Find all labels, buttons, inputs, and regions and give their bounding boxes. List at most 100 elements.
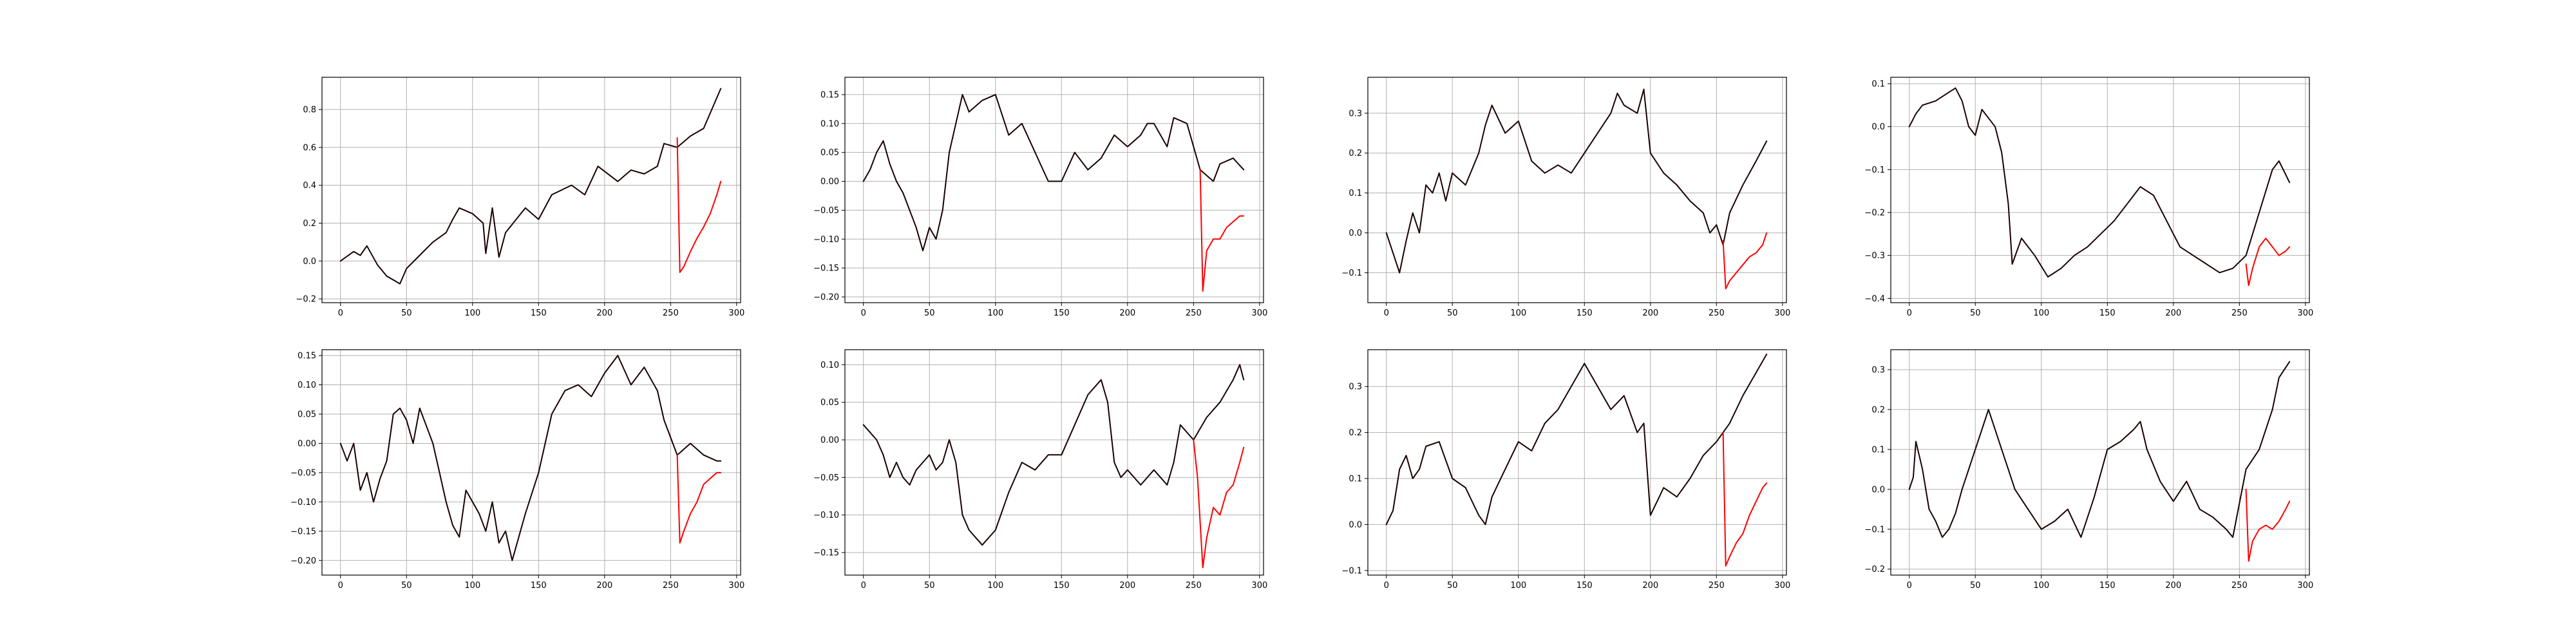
x-tick-label: 50 bbox=[924, 308, 935, 318]
y-tick-label: 0.05 bbox=[820, 148, 839, 158]
forecast-line bbox=[676, 137, 722, 273]
subplot-5: 0 50 100 150 200 250 300 −0.20 −0.15 −0.10 −0.05 0.… bbox=[290, 349, 744, 591]
x-tick-label: 250 bbox=[1186, 308, 1202, 318]
x-tick-label: 0 bbox=[1907, 581, 1912, 591]
x-tick-label: 200 bbox=[1642, 308, 1658, 318]
forecast-line bbox=[676, 454, 722, 544]
x-tick-label: 50 bbox=[924, 581, 935, 591]
history-line bbox=[1385, 354, 1768, 526]
y-tick-label: 0.2 bbox=[1871, 405, 1885, 415]
x-tick-label: 150 bbox=[1054, 581, 1070, 591]
x-tick-label: 50 bbox=[1447, 581, 1458, 591]
grid bbox=[322, 350, 741, 575]
x-tick-label: 0 bbox=[861, 308, 866, 318]
y-tick-label: 0.6 bbox=[303, 143, 316, 153]
x-tick-label: 250 bbox=[2231, 308, 2248, 318]
y-tick-label: −0.2 bbox=[1864, 209, 1885, 218]
x-tick-label: 300 bbox=[1251, 581, 1267, 591]
y-tick-label: −0.2 bbox=[1864, 565, 1885, 574]
x-tick-label: 250 bbox=[1709, 581, 1725, 591]
grid bbox=[1368, 350, 1786, 575]
y-tick-label: 0.05 bbox=[298, 410, 316, 420]
subplot-7: 0 50 100 150 200 250 300 −0.1 0.0 0.1 0.2 0.3 bbox=[1341, 349, 1790, 591]
x-tick-label: 200 bbox=[2165, 308, 2181, 318]
y-tick-label: −0.10 bbox=[813, 511, 839, 520]
grid bbox=[1891, 77, 2309, 303]
y-tick-label: −0.05 bbox=[813, 206, 839, 216]
y-tick-label: −0.2 bbox=[296, 295, 316, 305]
y-tick-label: −0.1 bbox=[1864, 166, 1885, 175]
axes-frame bbox=[844, 349, 1264, 576]
y-tick-label: 0.15 bbox=[298, 352, 316, 361]
x-tick-label: 150 bbox=[2099, 308, 2116, 318]
x-tick-label: 100 bbox=[464, 308, 480, 318]
y-tick-label: 0.2 bbox=[1349, 149, 1362, 158]
y-tick-label: −0.05 bbox=[290, 468, 316, 478]
history-line bbox=[339, 355, 722, 562]
y-tick-label: 0.00 bbox=[820, 436, 839, 446]
x-tick-label: 300 bbox=[728, 308, 744, 318]
x-tick-label: 50 bbox=[1447, 308, 1458, 318]
x-tick-label: 100 bbox=[2033, 308, 2049, 318]
x-tick-label: 0 bbox=[1384, 581, 1389, 591]
x-tick-label: 100 bbox=[2033, 581, 2049, 591]
x-tick-label: 50 bbox=[401, 308, 412, 318]
y-tick-label: 0.1 bbox=[1871, 80, 1885, 90]
x-tick-label: 0 bbox=[861, 581, 866, 591]
x-tick-label: 200 bbox=[1119, 581, 1135, 591]
x-tick-label: 300 bbox=[1251, 308, 1267, 318]
x-tick-label: 100 bbox=[1510, 308, 1526, 318]
y-tick-label: −0.15 bbox=[813, 264, 839, 274]
y-tick-label: −0.1 bbox=[1341, 566, 1362, 576]
axes-frame bbox=[844, 77, 1264, 303]
subplot-3: 0 50 100 150 200 250 300 −0.1 0.0 0.1 0.2 0.3 bbox=[1341, 77, 1790, 318]
subplot-2: 0 50 100 150 200 250 300 −0.20 −0.15 −0.10 −0.05 0.… bbox=[813, 77, 1267, 318]
y-tick-label: 0.2 bbox=[1349, 428, 1362, 438]
x-tick-label: 150 bbox=[531, 581, 547, 591]
y-tick-label: 0.10 bbox=[820, 119, 839, 129]
y-tick-label: 0.1 bbox=[1871, 445, 1885, 455]
axes-frame bbox=[1890, 77, 2310, 303]
y-tick-label: 0.3 bbox=[1349, 109, 1362, 118]
subplot-8: 0 50 100 150 200 250 300 −0.2 −0.1 0.0 0.1 0.2 0.3 bbox=[1864, 349, 2313, 591]
y-tick-label: 0.0 bbox=[1871, 485, 1885, 495]
y-tick-label: 0.3 bbox=[1871, 365, 1885, 375]
axes-frame bbox=[1367, 349, 1787, 576]
y-tick-label: 0.0 bbox=[1349, 520, 1362, 530]
y-tick-label: −0.15 bbox=[290, 527, 316, 536]
history-line bbox=[1908, 361, 2291, 538]
history-line bbox=[1908, 87, 2291, 278]
x-tick-label: 150 bbox=[531, 308, 547, 318]
y-tick-label: 0.0 bbox=[303, 257, 316, 267]
forecast-line bbox=[1199, 169, 1245, 292]
axes-frame bbox=[1367, 77, 1787, 303]
x-tick-label: 250 bbox=[2231, 581, 2248, 591]
x-tick-label: 150 bbox=[1577, 581, 1593, 591]
y-tick-label: −0.10 bbox=[290, 498, 316, 507]
history-line bbox=[862, 364, 1245, 546]
y-tick-label: −0.4 bbox=[1864, 294, 1885, 304]
y-tick-label: −0.05 bbox=[813, 473, 839, 483]
y-tick-label: 0.8 bbox=[303, 106, 316, 115]
y-tick-label: 0.1 bbox=[1349, 475, 1362, 484]
forecast-line bbox=[2245, 238, 2291, 287]
axes-frame bbox=[1890, 349, 2310, 576]
x-tick-label: 150 bbox=[1577, 308, 1593, 318]
x-tick-label: 100 bbox=[987, 308, 1003, 318]
y-tick-label: 0.00 bbox=[298, 439, 316, 449]
x-tick-label: 50 bbox=[1970, 581, 1981, 591]
y-tick-label: −0.1 bbox=[1341, 269, 1362, 278]
x-tick-label: 200 bbox=[596, 581, 612, 591]
y-tick-label: 0.4 bbox=[303, 181, 316, 191]
y-tick-label: −0.3 bbox=[1864, 251, 1885, 261]
x-tick-label: 150 bbox=[2099, 581, 2116, 591]
x-tick-label: 250 bbox=[1709, 308, 1725, 318]
x-tick-label: 100 bbox=[464, 581, 480, 591]
x-tick-label: 200 bbox=[1642, 581, 1658, 591]
x-tick-label: 300 bbox=[1774, 581, 1790, 591]
history-line bbox=[862, 93, 1245, 252]
x-tick-label: 0 bbox=[1907, 308, 1912, 318]
grid bbox=[845, 350, 1264, 575]
forecast-line bbox=[2245, 488, 2291, 562]
